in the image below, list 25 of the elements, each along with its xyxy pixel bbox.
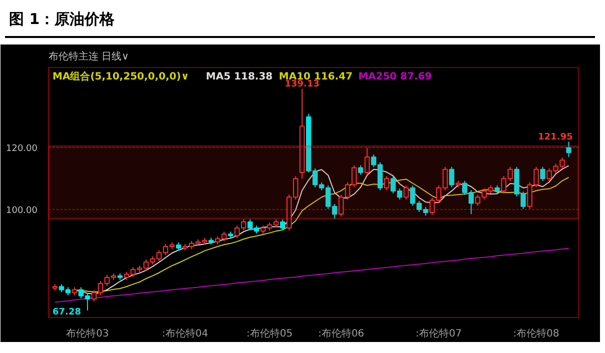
x-tick-label: :布伦特05 xyxy=(246,328,293,340)
x-tick-label: :布伦特08 xyxy=(513,328,560,340)
candlestick xyxy=(280,218,286,231)
legend-title: MA组合(5,10,250,0,0,0)∨ xyxy=(52,70,190,82)
candlestick xyxy=(540,166,546,182)
candlestick xyxy=(566,141,572,158)
x-tick-label: :布伦特06 xyxy=(318,328,364,340)
candlestick xyxy=(364,147,370,176)
text: MA250 87.69 xyxy=(358,72,432,82)
x-tick-label: 布伦特03 xyxy=(66,328,109,340)
chart-title: 图 1：原油价格 xyxy=(5,5,595,38)
annotation: 139.13 xyxy=(284,80,320,90)
annotation: 67.28 xyxy=(52,308,81,318)
y-tick-label: 120.00 xyxy=(6,144,38,154)
candlestick xyxy=(404,184,409,200)
candlestick xyxy=(449,166,454,188)
y-tick-label: 100.00 xyxy=(6,206,38,216)
line-series xyxy=(54,248,570,303)
text: MA5 118.38 xyxy=(206,72,273,82)
chart-subtitle: 布伦特主连 日线∨ xyxy=(48,50,129,62)
annotation: 121.95 xyxy=(538,132,573,143)
x-tick-label: :布伦特07 xyxy=(416,328,462,340)
candlestick xyxy=(358,164,364,176)
x-tick-label: :布伦特04 xyxy=(162,328,208,340)
candlestick xyxy=(384,176,390,191)
